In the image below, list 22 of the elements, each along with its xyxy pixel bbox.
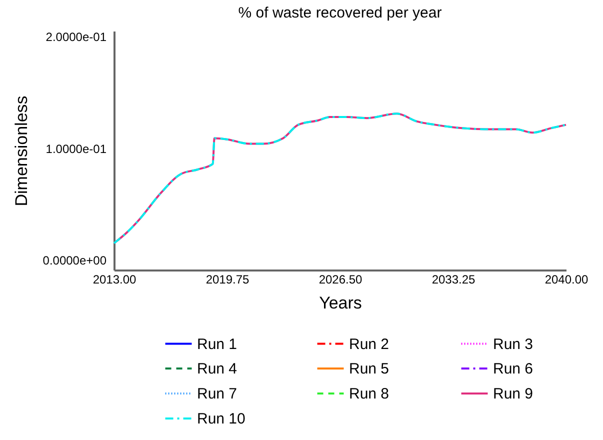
x-tick-label: 2026.50 <box>318 272 363 286</box>
y-tick-label: 1.0000e-01 <box>46 142 107 156</box>
y-tick-label: 2.0000e-01 <box>46 30 107 44</box>
legend-label: Run 3 <box>493 336 534 353</box>
line-series <box>113 112 567 244</box>
x-tick-label: 2033.25 <box>432 272 476 286</box>
chart-title: % of waste recovered per year <box>238 4 442 22</box>
legend-label: Run 6 <box>493 360 534 378</box>
legend-label: Run 9 <box>493 386 534 402</box>
x-tick-label: 2013.00 <box>92 272 137 286</box>
legend-label: Run 10 <box>197 410 246 428</box>
legend-label: Run 5 <box>349 360 390 378</box>
y-tick-label: 0.0000e+00 <box>42 253 107 268</box>
legend-label: Run 8 <box>349 386 390 402</box>
legend-label: Run 7 <box>197 386 238 402</box>
legend-label: Run 2 <box>349 336 390 353</box>
x-axis-title: Years <box>319 294 362 312</box>
y-axis-title: Dimensionless <box>12 96 31 206</box>
x-tick-label: 2040.00 <box>544 272 589 286</box>
x-tick-label: 2019.75 <box>206 272 250 286</box>
legend-label: Run 4 <box>197 360 238 378</box>
legend-label: Run 1 <box>197 336 238 353</box>
